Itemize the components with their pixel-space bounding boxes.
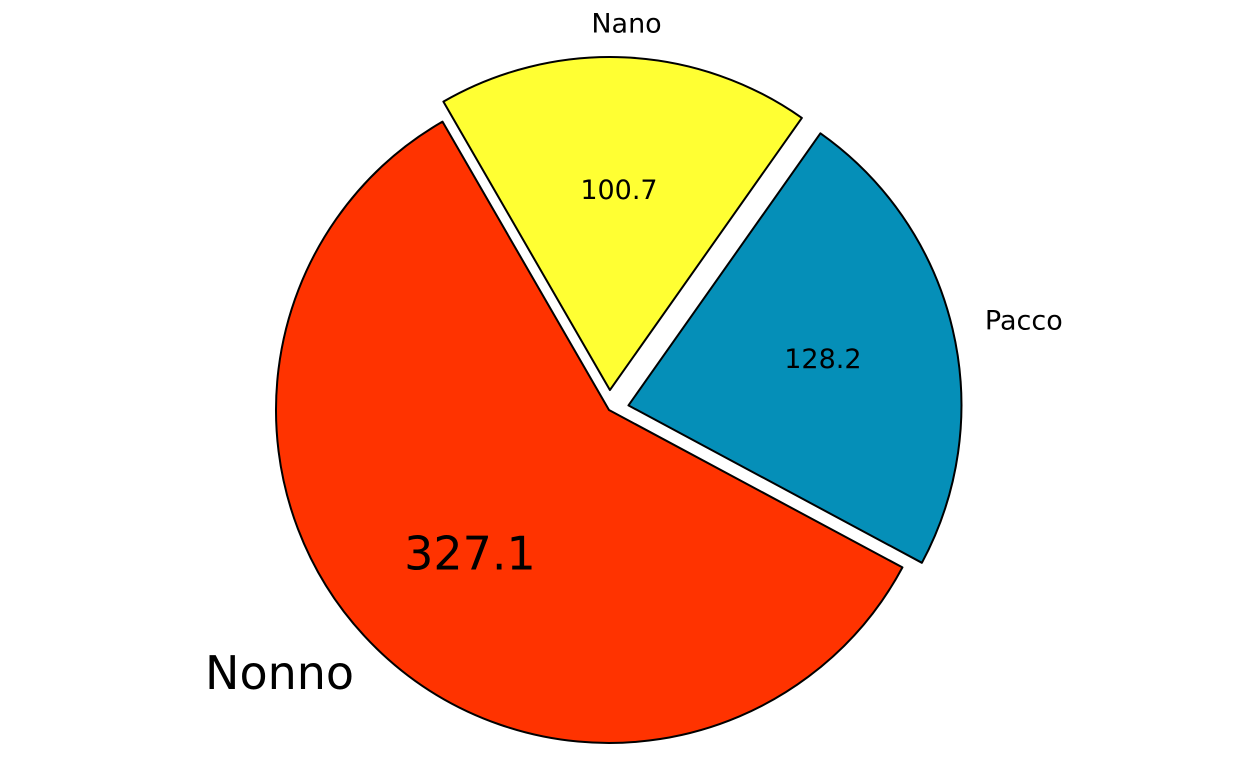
pie-category-label-pacco: Pacco: [985, 306, 1063, 337]
pie-labels: 327.1 Nonno 128.2 Pacco 100.7 Nano: [205, 9, 1063, 700]
pie-category-label-nonno: Nonno: [205, 646, 354, 700]
pie-slice-nano: [442, 56, 803, 392]
pie-value-label-nano: 100.7: [580, 175, 657, 206]
pie-slice-nonno: [275, 120, 904, 744]
pie-slices: [275, 56, 963, 744]
pie-value-label-pacco: 128.2: [784, 344, 861, 375]
pie-category-label-nano: Nano: [591, 9, 661, 40]
pie-value-label-nonno: 327.1: [404, 526, 536, 580]
pie-slice-pacco: [627, 132, 963, 564]
